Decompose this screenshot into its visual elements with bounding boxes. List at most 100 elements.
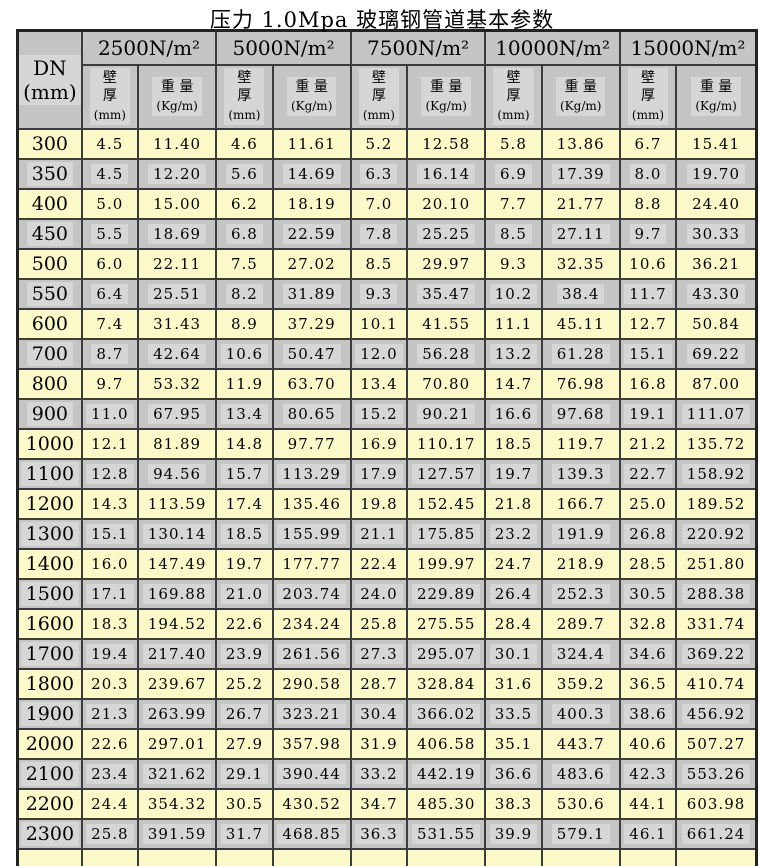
value-cell: 579.1 (540, 817, 621, 850)
value-cell: 28.4 (484, 607, 543, 640)
value-cell: 359.2 (540, 667, 621, 700)
value-cell: 119.7 (540, 427, 621, 460)
table-row: 1000 12.1 81.89 14.8 97.77 16.9 110.17 18.5 119.… (16, 427, 758, 460)
dn-cell: 2300 (16, 817, 83, 850)
value-cell: 6.8 (215, 217, 274, 250)
value-cell: 147.49 (136, 547, 218, 580)
value-cell: 5.5 (80, 217, 139, 250)
dn-cell: 1600 (16, 607, 83, 640)
value-cell: 218.9 (540, 547, 621, 580)
value-cell: 9.3 (349, 277, 409, 310)
value-cell: 26.7 (215, 697, 274, 730)
value-cell: 10.2 (484, 277, 543, 310)
column-header-weight: 重 量 (Kg/m) (540, 63, 621, 130)
value-cell: 25.0 (618, 487, 678, 520)
value-cell: 152.45 (406, 487, 487, 520)
empty-cell (540, 847, 621, 866)
value-cell: 35.1 (484, 727, 543, 760)
value-cell: 24.4 (80, 787, 139, 820)
dn-cell: 1100 (16, 457, 83, 490)
table-row: 2300 25.8 391.59 31.7 468.85 36.3 531.55 39.9 57… (16, 817, 758, 850)
value-cell: 27.11 (540, 217, 621, 250)
dn-cell: 700 (16, 337, 83, 370)
value-cell: 15.7 (215, 457, 274, 490)
value-cell: 15.00 (136, 187, 218, 220)
value-cell: 19.70 (675, 157, 758, 190)
value-cell: 21.3 (80, 697, 139, 730)
table-row: 350 4.5 12.20 5.6 14.69 6.3 16.14 6.9 17.39 8.0 19… (16, 157, 758, 190)
value-cell: 21.2 (618, 427, 678, 460)
value-cell: 16.6 (484, 397, 543, 430)
value-cell: 18.3 (80, 607, 139, 640)
value-cell: 169.88 (136, 577, 218, 610)
value-cell: 324.4 (540, 637, 621, 670)
column-header-dn: DN (mm) (16, 29, 83, 130)
value-cell: 661.24 (675, 817, 758, 850)
value-cell: 8.5 (349, 247, 409, 280)
value-cell: 41.55 (406, 307, 487, 340)
value-cell: 17.4 (215, 487, 274, 520)
value-cell: 14.69 (271, 157, 352, 190)
table-row: 1500 17.1 169.88 21.0 203.74 24.0 229.89 26.4 25… (16, 577, 758, 610)
column-group-15000: 15000N/m² (618, 29, 758, 66)
value-cell: 21.1 (349, 517, 409, 550)
value-cell: 603.98 (675, 787, 758, 820)
value-cell: 331.74 (675, 607, 758, 640)
table-row: 1200 14.3 113.59 17.4 135.46 19.8 152.45 21.8 16… (16, 487, 758, 520)
table-row: 1400 16.0 147.49 19.7 177.77 22.4 199.97 24.7 21… (16, 547, 758, 580)
value-cell: 37.29 (271, 307, 352, 340)
column-header-weight: 重 量 (Kg/m) (136, 63, 218, 130)
value-cell: 410.74 (675, 667, 758, 700)
value-cell: 26.4 (484, 577, 543, 610)
empty-cell (484, 847, 543, 866)
value-cell: 19.7 (484, 457, 543, 490)
dn-cell: 400 (16, 187, 83, 220)
value-cell: 69.22 (675, 337, 758, 370)
value-cell: 24.40 (675, 187, 758, 220)
value-cell: 6.2 (215, 187, 274, 220)
value-cell: 323.21 (271, 697, 352, 730)
value-cell: 25.8 (349, 607, 409, 640)
value-cell: 158.92 (675, 457, 758, 490)
table-row: 400 5.0 15.00 6.2 18.19 7.0 20.10 7.7 21.77 8.8 24… (16, 187, 758, 220)
table-row: 2000 22.6 297.01 27.9 357.98 31.9 406.58 35.1 44… (16, 727, 758, 760)
value-cell: 11.7 (618, 277, 678, 310)
value-cell: 290.58 (271, 667, 352, 700)
empty-cell (271, 847, 352, 866)
table-row-partial (16, 847, 758, 866)
value-cell: 16.0 (80, 547, 139, 580)
value-cell: 35.47 (406, 277, 487, 310)
value-cell: 42.64 (136, 337, 218, 370)
value-cell: 9.3 (484, 247, 543, 280)
value-cell: 16.14 (406, 157, 487, 190)
value-cell: 530.6 (540, 787, 621, 820)
value-cell: 18.5 (215, 517, 274, 550)
page-title: 压力 1.0Mpa 玻璃钢管道基本参数 (209, 8, 555, 32)
value-cell: 27.3 (349, 637, 409, 670)
value-cell: 17.39 (540, 157, 621, 190)
value-cell: 29.1 (215, 757, 274, 790)
value-cell: 217.40 (136, 637, 218, 670)
table-row: 300 4.5 11.40 4.6 11.61 5.2 12.58 5.8 13.86 6.7 15… (16, 127, 758, 160)
value-cell: 5.8 (484, 127, 543, 160)
value-cell: 34.6 (618, 637, 678, 670)
value-cell: 90.21 (406, 397, 487, 430)
value-cell: 27.02 (271, 247, 352, 280)
value-cell: 23.9 (215, 637, 274, 670)
value-cell: 24.0 (349, 577, 409, 610)
value-cell: 15.1 (80, 517, 139, 550)
table-row: 2200 24.4 354.32 30.5 430.52 34.7 485.30 38.3 53… (16, 787, 758, 820)
value-cell: 189.52 (675, 487, 758, 520)
value-cell: 43.30 (675, 277, 758, 310)
value-cell: 8.9 (215, 307, 274, 340)
dn-cell: 800 (16, 367, 83, 400)
dn-cell: 1700 (16, 637, 83, 670)
value-cell: 22.7 (618, 457, 678, 490)
dn-cell: 1500 (16, 577, 83, 610)
column-group-2500: 2500N/m² (80, 29, 218, 66)
value-cell: 39.9 (484, 817, 543, 850)
empty-cell (675, 847, 758, 866)
value-cell: 38.6 (618, 697, 678, 730)
value-cell: 531.55 (406, 817, 487, 850)
value-cell: 30.33 (675, 217, 758, 250)
